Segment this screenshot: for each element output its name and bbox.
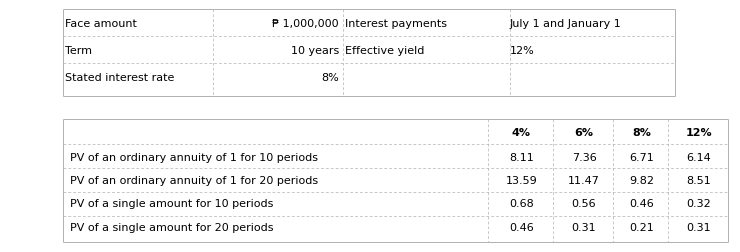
Text: 4%: 4%	[512, 128, 531, 137]
Text: Stated interest rate: Stated interest rate	[65, 73, 175, 83]
Text: July 1 and January 1: July 1 and January 1	[510, 19, 622, 29]
Text: PV of a single amount for 10 periods: PV of a single amount for 10 periods	[70, 198, 273, 208]
Text: 13.59: 13.59	[505, 175, 537, 185]
Text: 9.82: 9.82	[629, 175, 654, 185]
Text: 8.11: 8.11	[509, 152, 534, 162]
Text: Term: Term	[65, 46, 92, 56]
Text: 11.47: 11.47	[568, 175, 600, 185]
Text: 12%: 12%	[510, 46, 535, 56]
Text: Interest payments: Interest payments	[345, 19, 447, 29]
Text: 8%: 8%	[632, 128, 651, 137]
Text: Face amount: Face amount	[65, 19, 137, 29]
Text: 6%: 6%	[574, 128, 593, 137]
Text: 8%: 8%	[321, 73, 339, 83]
Text: 0.31: 0.31	[687, 222, 711, 232]
Text: 0.56: 0.56	[572, 198, 596, 208]
Text: 0.21: 0.21	[629, 222, 654, 232]
Text: 7.36: 7.36	[571, 152, 596, 162]
Text: 0.31: 0.31	[572, 222, 596, 232]
Text: 0.32: 0.32	[687, 198, 711, 208]
Text: 0.46: 0.46	[629, 198, 654, 208]
Text: PV of an ordinary annuity of 1 for 20 periods: PV of an ordinary annuity of 1 for 20 pe…	[70, 175, 318, 185]
Text: 0.46: 0.46	[509, 222, 534, 232]
Text: PV of a single amount for 20 periods: PV of a single amount for 20 periods	[70, 222, 274, 232]
Text: ₱ 1,000,000: ₱ 1,000,000	[272, 19, 339, 29]
Text: Effective yield: Effective yield	[345, 46, 424, 56]
Text: PV of an ordinary annuity of 1 for 10 periods: PV of an ordinary annuity of 1 for 10 pe…	[70, 152, 318, 162]
Text: 12%: 12%	[686, 128, 713, 137]
Text: 0.68: 0.68	[509, 198, 534, 208]
Text: 6.14: 6.14	[687, 152, 711, 162]
Text: 10 years: 10 years	[291, 46, 339, 56]
Text: 8.51: 8.51	[687, 175, 711, 185]
Text: 6.71: 6.71	[629, 152, 654, 162]
